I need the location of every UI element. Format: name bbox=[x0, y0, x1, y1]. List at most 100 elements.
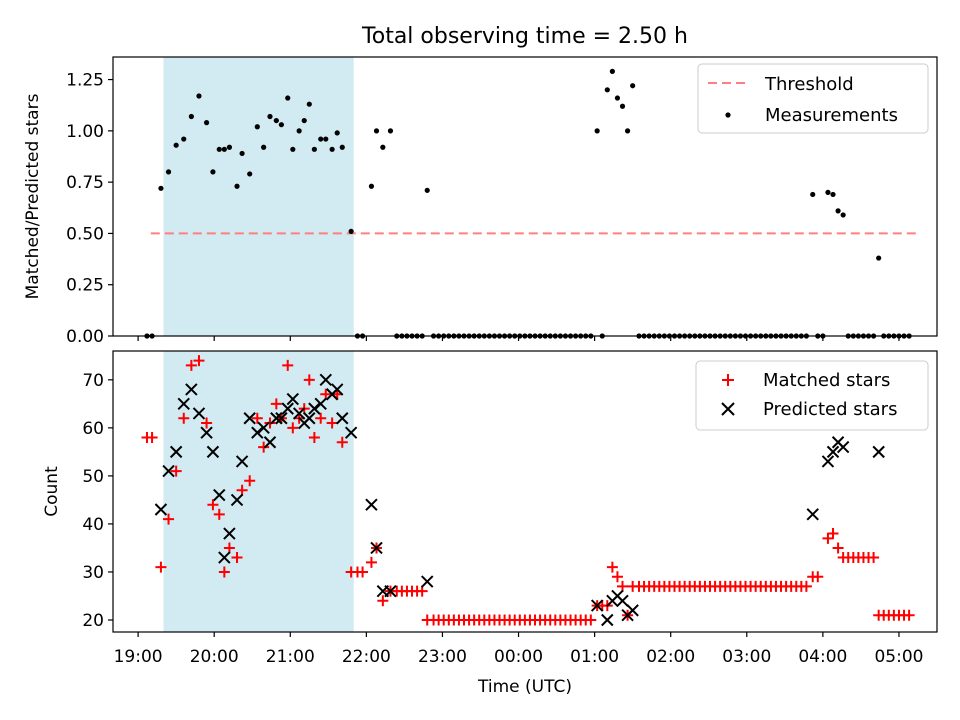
measurement-point bbox=[630, 83, 636, 89]
measurement-point bbox=[267, 113, 273, 120]
matched-stars-point bbox=[178, 412, 190, 424]
predicted-stars-point bbox=[365, 498, 378, 511]
measurement-point bbox=[329, 146, 335, 152]
measurement-point bbox=[334, 130, 340, 136]
matched-stars-point bbox=[617, 580, 629, 592]
x-tick-label: 20:00 bbox=[190, 647, 239, 667]
predicted-stars-point bbox=[806, 508, 819, 521]
legend-matched-label: Matched stars bbox=[763, 370, 890, 391]
ratio-y-axis-label: Matched/Predicted stars bbox=[23, 93, 43, 299]
x-tick-label: 02:00 bbox=[646, 647, 695, 667]
legend-measurements-swatch bbox=[725, 112, 731, 118]
predicted-stars-point bbox=[251, 426, 264, 439]
predicted-stars-point bbox=[336, 412, 349, 425]
matched-stars-point bbox=[357, 566, 369, 578]
predicted-stars-point bbox=[344, 426, 358, 439]
predicted-stars-point bbox=[213, 488, 226, 502]
measurement-point bbox=[311, 146, 317, 152]
measurement-point bbox=[226, 144, 233, 150]
predicted-stars-point bbox=[230, 493, 244, 507]
y-tick-label: 30 bbox=[82, 563, 104, 583]
matched-stars-point bbox=[827, 528, 839, 540]
predicted-stars-point bbox=[314, 397, 327, 411]
x-tick-label: 00:00 bbox=[494, 647, 543, 667]
x-tick-label: 23:00 bbox=[418, 647, 467, 667]
matched-stars-point bbox=[264, 417, 276, 429]
matched-stars-point bbox=[800, 580, 812, 592]
measurement-point bbox=[234, 183, 240, 189]
matched-stars-point bbox=[336, 436, 348, 448]
predicted-stars-point bbox=[218, 551, 231, 564]
legend-predicted-swatch bbox=[721, 402, 735, 416]
matched-stars-point bbox=[270, 398, 282, 410]
legend-predicted-label: Predicted stars bbox=[763, 399, 897, 420]
predicted-stars-point bbox=[223, 527, 236, 540]
x-tick-label: 03:00 bbox=[722, 647, 771, 667]
predicted-stars-point bbox=[590, 599, 604, 612]
measurement-point bbox=[290, 146, 296, 152]
predicted-stars-point bbox=[292, 407, 306, 420]
measurement-point bbox=[158, 185, 164, 191]
measurement-point bbox=[624, 128, 631, 134]
matched-stars-point bbox=[585, 614, 597, 626]
count-shaded-region bbox=[163, 351, 354, 632]
measurement-point bbox=[339, 144, 345, 150]
matched-stars-point bbox=[170, 465, 182, 477]
matched-stars-point bbox=[155, 561, 167, 573]
predicted-stars-point bbox=[281, 402, 294, 415]
predicted-stars-point bbox=[154, 503, 168, 516]
measurement-point bbox=[323, 136, 329, 142]
matched-stars-point bbox=[832, 542, 844, 554]
predicted-stars-point bbox=[626, 604, 639, 617]
matched-stars-point bbox=[244, 475, 256, 487]
ratio-shaded-region bbox=[163, 57, 354, 336]
predicted-stars-point bbox=[384, 584, 397, 598]
measurement-point bbox=[380, 144, 386, 150]
matched-stars-point bbox=[416, 585, 428, 597]
measurement-point bbox=[188, 113, 194, 120]
y-tick-label: 20 bbox=[82, 611, 104, 631]
measurement-point bbox=[278, 122, 285, 128]
predicted-stars-point bbox=[192, 407, 206, 420]
matched-stars-point bbox=[185, 359, 197, 371]
measurement-point bbox=[254, 124, 260, 130]
predicted-stars-point bbox=[308, 402, 321, 415]
measurement-point bbox=[273, 117, 279, 124]
predicted-stars-point bbox=[169, 445, 183, 459]
measurement-point bbox=[173, 142, 179, 148]
count-y-axis-label: Count bbox=[42, 466, 62, 517]
measurement-point bbox=[424, 187, 430, 193]
measurement-point bbox=[348, 228, 354, 234]
predicted-stars-point bbox=[601, 613, 614, 627]
measurement-point bbox=[285, 95, 291, 101]
measurement-point bbox=[830, 191, 836, 198]
y-tick-label: 40 bbox=[82, 515, 104, 535]
count-legend-box bbox=[695, 360, 929, 431]
matched-stars-point bbox=[903, 609, 915, 621]
legend-matched-swatch bbox=[722, 374, 734, 386]
y-tick-label: 1.25 bbox=[66, 71, 104, 91]
matched-stars-point bbox=[611, 571, 623, 583]
predicted-stars-point bbox=[162, 464, 175, 478]
count-points bbox=[141, 355, 915, 627]
matched-stars-point bbox=[223, 542, 235, 554]
matched-stars-point bbox=[251, 412, 263, 424]
measurement-point bbox=[247, 171, 253, 177]
measurement-point bbox=[221, 146, 227, 152]
predicted-stars-point bbox=[200, 426, 213, 439]
measurement-point bbox=[301, 117, 307, 124]
matched-stars-point bbox=[201, 417, 213, 429]
x-tick-label: 22:00 bbox=[342, 647, 391, 667]
ratio-panel: 0.00 0.25 0.50 0.75 1.00 1.25 Matched/Predict… bbox=[23, 56, 938, 347]
matched-stars-point bbox=[315, 412, 327, 424]
matched-stars-point bbox=[258, 441, 270, 453]
predicted-stars-point bbox=[421, 575, 434, 588]
predicted-stars-point bbox=[235, 455, 249, 468]
y-tick-label: 1.00 bbox=[66, 122, 104, 142]
predicted-stars-point bbox=[243, 412, 256, 425]
ratio-legend: Threshold Measurements bbox=[697, 63, 929, 134]
measurement-point bbox=[210, 169, 216, 175]
measurement-point bbox=[318, 136, 324, 142]
y-tick-label: 0.00 bbox=[66, 327, 104, 347]
